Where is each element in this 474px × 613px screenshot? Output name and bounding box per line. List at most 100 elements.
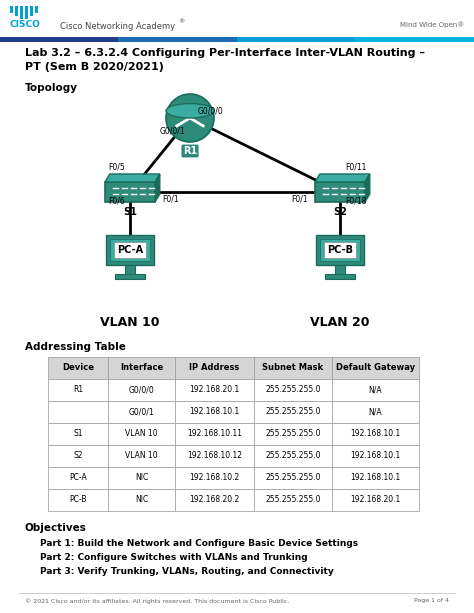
Text: Subnet Mask: Subnet Mask xyxy=(263,364,324,373)
Text: N/A: N/A xyxy=(369,408,383,416)
Bar xyxy=(48,357,108,379)
Text: Objectives: Objectives xyxy=(25,523,87,533)
Text: 192.168.10.1: 192.168.10.1 xyxy=(350,473,401,482)
Bar xyxy=(108,357,175,379)
Bar xyxy=(30,6,34,16)
FancyBboxPatch shape xyxy=(320,239,360,261)
Text: G0/0/0: G0/0/0 xyxy=(198,107,224,116)
Bar xyxy=(332,379,419,401)
Text: Part 2: Configure Switches with VLANs and Trunking: Part 2: Configure Switches with VLANs an… xyxy=(40,553,308,562)
Bar xyxy=(332,489,419,511)
Polygon shape xyxy=(105,174,160,182)
Text: Device: Device xyxy=(62,364,94,373)
Text: R1: R1 xyxy=(73,386,83,395)
Text: F0/18: F0/18 xyxy=(345,197,366,206)
Text: 255.255.255.0: 255.255.255.0 xyxy=(265,408,321,416)
Bar xyxy=(48,401,108,423)
Text: PC-A: PC-A xyxy=(117,245,143,255)
Bar xyxy=(125,265,135,275)
FancyBboxPatch shape xyxy=(105,182,155,202)
Text: Lab 3.2 – 6.3.2.4 Configuring Per-Interface Inter-VLAN Routing –: Lab 3.2 – 6.3.2.4 Configuring Per-Interf… xyxy=(25,48,425,58)
Bar xyxy=(332,445,419,467)
FancyBboxPatch shape xyxy=(106,235,154,265)
Bar xyxy=(175,445,254,467)
Bar xyxy=(254,423,332,445)
Text: 192.168.20.1: 192.168.20.1 xyxy=(190,386,240,395)
Bar xyxy=(356,37,474,42)
Text: Part 3: Verify Trunking, VLANs, Routing, and Connectivity: Part 3: Verify Trunking, VLANs, Routing,… xyxy=(40,567,334,576)
Polygon shape xyxy=(155,174,160,202)
Text: Addressing Table: Addressing Table xyxy=(25,342,126,352)
Text: 192.168.20.1: 192.168.20.1 xyxy=(350,495,401,504)
Text: S2: S2 xyxy=(73,452,83,460)
Bar xyxy=(48,445,108,467)
Text: S2: S2 xyxy=(333,207,347,217)
Bar xyxy=(175,467,254,489)
Bar xyxy=(0,0,474,38)
Text: F0/6: F0/6 xyxy=(108,197,125,206)
Text: 255.255.255.0: 255.255.255.0 xyxy=(265,430,321,438)
Text: Mind Wide Open®: Mind Wide Open® xyxy=(400,21,464,28)
Bar xyxy=(175,423,254,445)
Text: Page 1 of 4: Page 1 of 4 xyxy=(414,598,449,603)
Bar xyxy=(254,379,332,401)
Bar xyxy=(335,265,345,275)
Text: N/A: N/A xyxy=(369,386,383,395)
FancyBboxPatch shape xyxy=(315,182,365,202)
Text: ®: ® xyxy=(178,19,184,24)
Text: F0/5: F0/5 xyxy=(108,163,125,172)
Text: 192.168.10.12: 192.168.10.12 xyxy=(187,452,242,460)
Bar xyxy=(175,489,254,511)
Text: IP Address: IP Address xyxy=(190,364,240,373)
Bar xyxy=(108,489,175,511)
Ellipse shape xyxy=(166,104,214,118)
Bar xyxy=(48,467,108,489)
Text: 192.168.10.1: 192.168.10.1 xyxy=(350,430,401,438)
Text: F0/11: F0/11 xyxy=(345,163,366,172)
Text: 255.255.255.0: 255.255.255.0 xyxy=(265,452,321,460)
Bar xyxy=(254,467,332,489)
Text: G0/0/0: G0/0/0 xyxy=(128,386,155,395)
Bar xyxy=(237,37,356,42)
Bar xyxy=(108,467,175,489)
Text: Topology: Topology xyxy=(25,83,78,93)
Bar xyxy=(332,467,419,489)
Bar xyxy=(118,37,238,42)
Bar xyxy=(325,274,355,279)
Text: F0/1: F0/1 xyxy=(162,195,179,204)
Bar xyxy=(108,445,175,467)
Bar xyxy=(48,379,108,401)
Text: NIC: NIC xyxy=(135,473,148,482)
Text: 192.168.10.2: 192.168.10.2 xyxy=(190,473,240,482)
Text: S1: S1 xyxy=(123,207,137,217)
Bar xyxy=(254,401,332,423)
FancyBboxPatch shape xyxy=(316,235,364,265)
Text: Interface: Interface xyxy=(120,364,163,373)
Bar xyxy=(0,37,119,42)
Text: PC-A: PC-A xyxy=(69,473,87,482)
Bar xyxy=(175,401,254,423)
Text: CISCO: CISCO xyxy=(10,20,41,29)
Text: 192.168.20.2: 192.168.20.2 xyxy=(190,495,240,504)
Text: S1: S1 xyxy=(73,430,83,438)
Bar xyxy=(175,379,254,401)
Bar xyxy=(332,357,419,379)
Text: PC-B: PC-B xyxy=(69,495,87,504)
Text: F0/1: F0/1 xyxy=(292,195,308,204)
Text: 255.255.255.0: 255.255.255.0 xyxy=(265,473,321,482)
Bar xyxy=(108,423,175,445)
Bar xyxy=(254,445,332,467)
Text: 255.255.255.0: 255.255.255.0 xyxy=(265,386,321,395)
Text: 255.255.255.0: 255.255.255.0 xyxy=(265,495,321,504)
Text: Part 1: Build the Network and Configure Basic Device Settings: Part 1: Build the Network and Configure … xyxy=(40,539,358,548)
Text: VLAN 10: VLAN 10 xyxy=(100,316,160,329)
Text: VLAN 10: VLAN 10 xyxy=(125,452,158,460)
Text: VLAN 20: VLAN 20 xyxy=(310,316,370,329)
Bar xyxy=(175,357,254,379)
Bar xyxy=(10,6,13,13)
Text: © 2021 Cisco and/or its affiliates. All rights reserved. This document is Cisco : © 2021 Cisco and/or its affiliates. All … xyxy=(25,598,289,604)
Bar xyxy=(15,6,18,16)
Bar xyxy=(332,423,419,445)
Bar xyxy=(108,401,175,423)
Bar xyxy=(25,6,28,19)
